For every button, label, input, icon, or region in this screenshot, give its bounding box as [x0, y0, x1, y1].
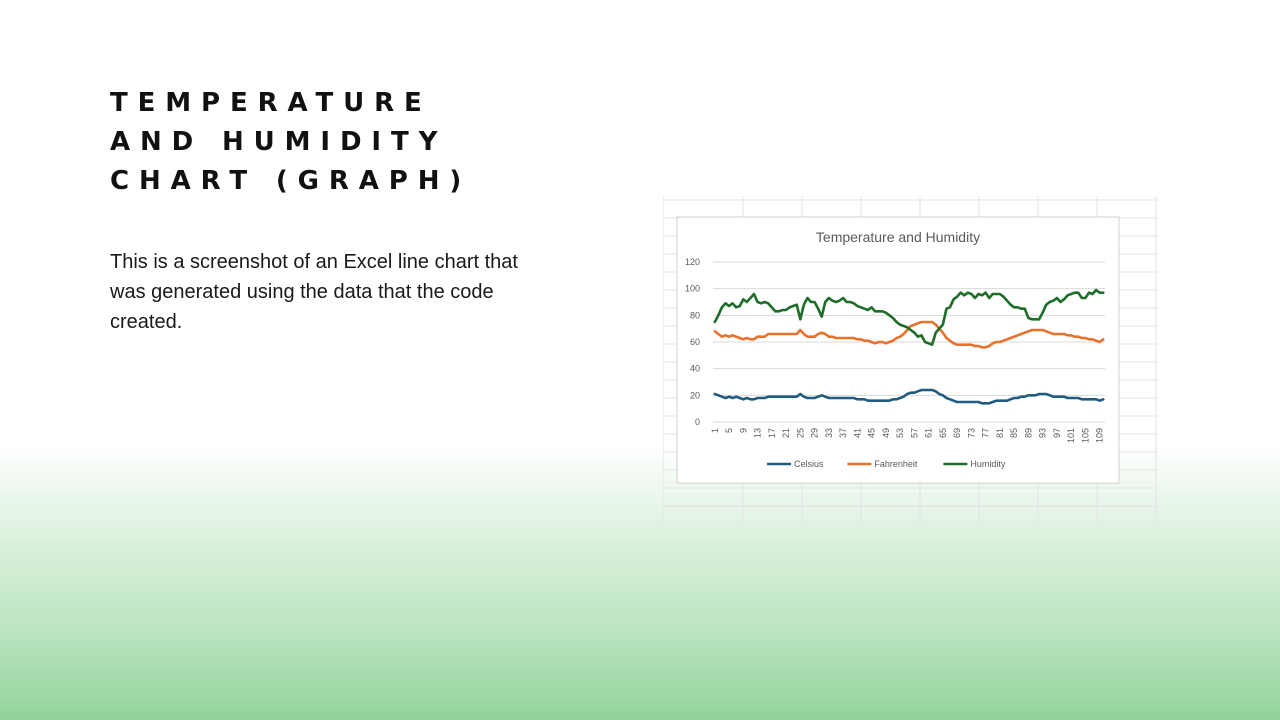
line-chart: Temperature and Humidity 0 20 40 60 80 100 120… — [663, 196, 1158, 523]
slide-title: TEMPERATURE AND HUMIDITY CHART (GRAPH) — [110, 88, 472, 196]
x-tick-label: 69 — [952, 428, 962, 438]
x-tick-label: 101 — [1066, 428, 1076, 443]
x-tick-label: 1 — [710, 428, 720, 433]
legend-label-celsius: Celsius — [794, 459, 824, 469]
x-tick-label: 89 — [1023, 428, 1033, 438]
x-tick-label: 41 — [852, 428, 862, 438]
x-tick-label: 5 — [724, 428, 734, 433]
x-tick-label: 45 — [867, 428, 877, 438]
y-tick-label: 60 — [690, 337, 700, 347]
chart-screenshot: Temperature and Humidity 0 20 40 60 80 100 120… — [663, 196, 1158, 523]
x-tick-label: 29 — [810, 428, 820, 438]
x-tick-label: 61 — [924, 428, 934, 438]
x-tick-label: 17 — [767, 428, 777, 438]
x-tick-label: 93 — [1038, 428, 1048, 438]
x-tick-label: 105 — [1080, 428, 1090, 443]
x-tick-label: 21 — [781, 428, 791, 438]
y-tick-label: 100 — [685, 284, 700, 294]
x-tick-label: 65 — [938, 428, 948, 438]
legend-label-fahrenheit: Fahrenheit — [874, 459, 918, 469]
x-tick-label: 57 — [909, 428, 919, 438]
chart-title: Temperature and Humidity — [816, 229, 980, 245]
chart-legend: Celsius Fahrenheit Humidity — [767, 459, 1006, 469]
x-tick-label: 25 — [795, 428, 805, 438]
legend-label-humidity: Humidity — [970, 459, 1006, 469]
x-tick-label: 109 — [1095, 428, 1105, 443]
y-tick-label: 0 — [695, 417, 700, 427]
x-tick-label: 13 — [753, 428, 763, 438]
x-tick-label: 9 — [738, 428, 748, 433]
x-tick-label: 49 — [881, 428, 891, 438]
x-axis-labels: 1 5 9 13 17 21 25 29 33 37 41 45 49 53 57 61 65 69 73 77 81 8… — [710, 428, 1105, 443]
x-tick-label: 73 — [966, 428, 976, 438]
x-tick-label: 77 — [981, 428, 991, 438]
chart-series — [713, 288, 1105, 405]
series-line-celsius — [713, 388, 1105, 405]
x-tick-label: 37 — [838, 428, 848, 438]
x-tick-label: 81 — [995, 428, 1005, 438]
y-tick-label: 20 — [690, 390, 700, 400]
y-tick-label: 80 — [690, 310, 700, 320]
chart-gridlines — [713, 261, 1105, 423]
series-line-humidity — [713, 288, 1105, 346]
x-tick-label: 33 — [824, 428, 834, 438]
chart-area — [676, 216, 1120, 484]
y-axis-labels: 0 20 40 60 80 100 120 — [685, 257, 700, 427]
y-tick-label: 120 — [685, 257, 700, 267]
y-tick-label: 40 — [690, 364, 700, 374]
slide-body-text: This is a screenshot of an Excel line ch… — [110, 251, 518, 333]
x-tick-label: 97 — [1052, 428, 1062, 438]
x-tick-label: 53 — [895, 428, 905, 438]
x-tick-label: 85 — [1009, 428, 1019, 438]
